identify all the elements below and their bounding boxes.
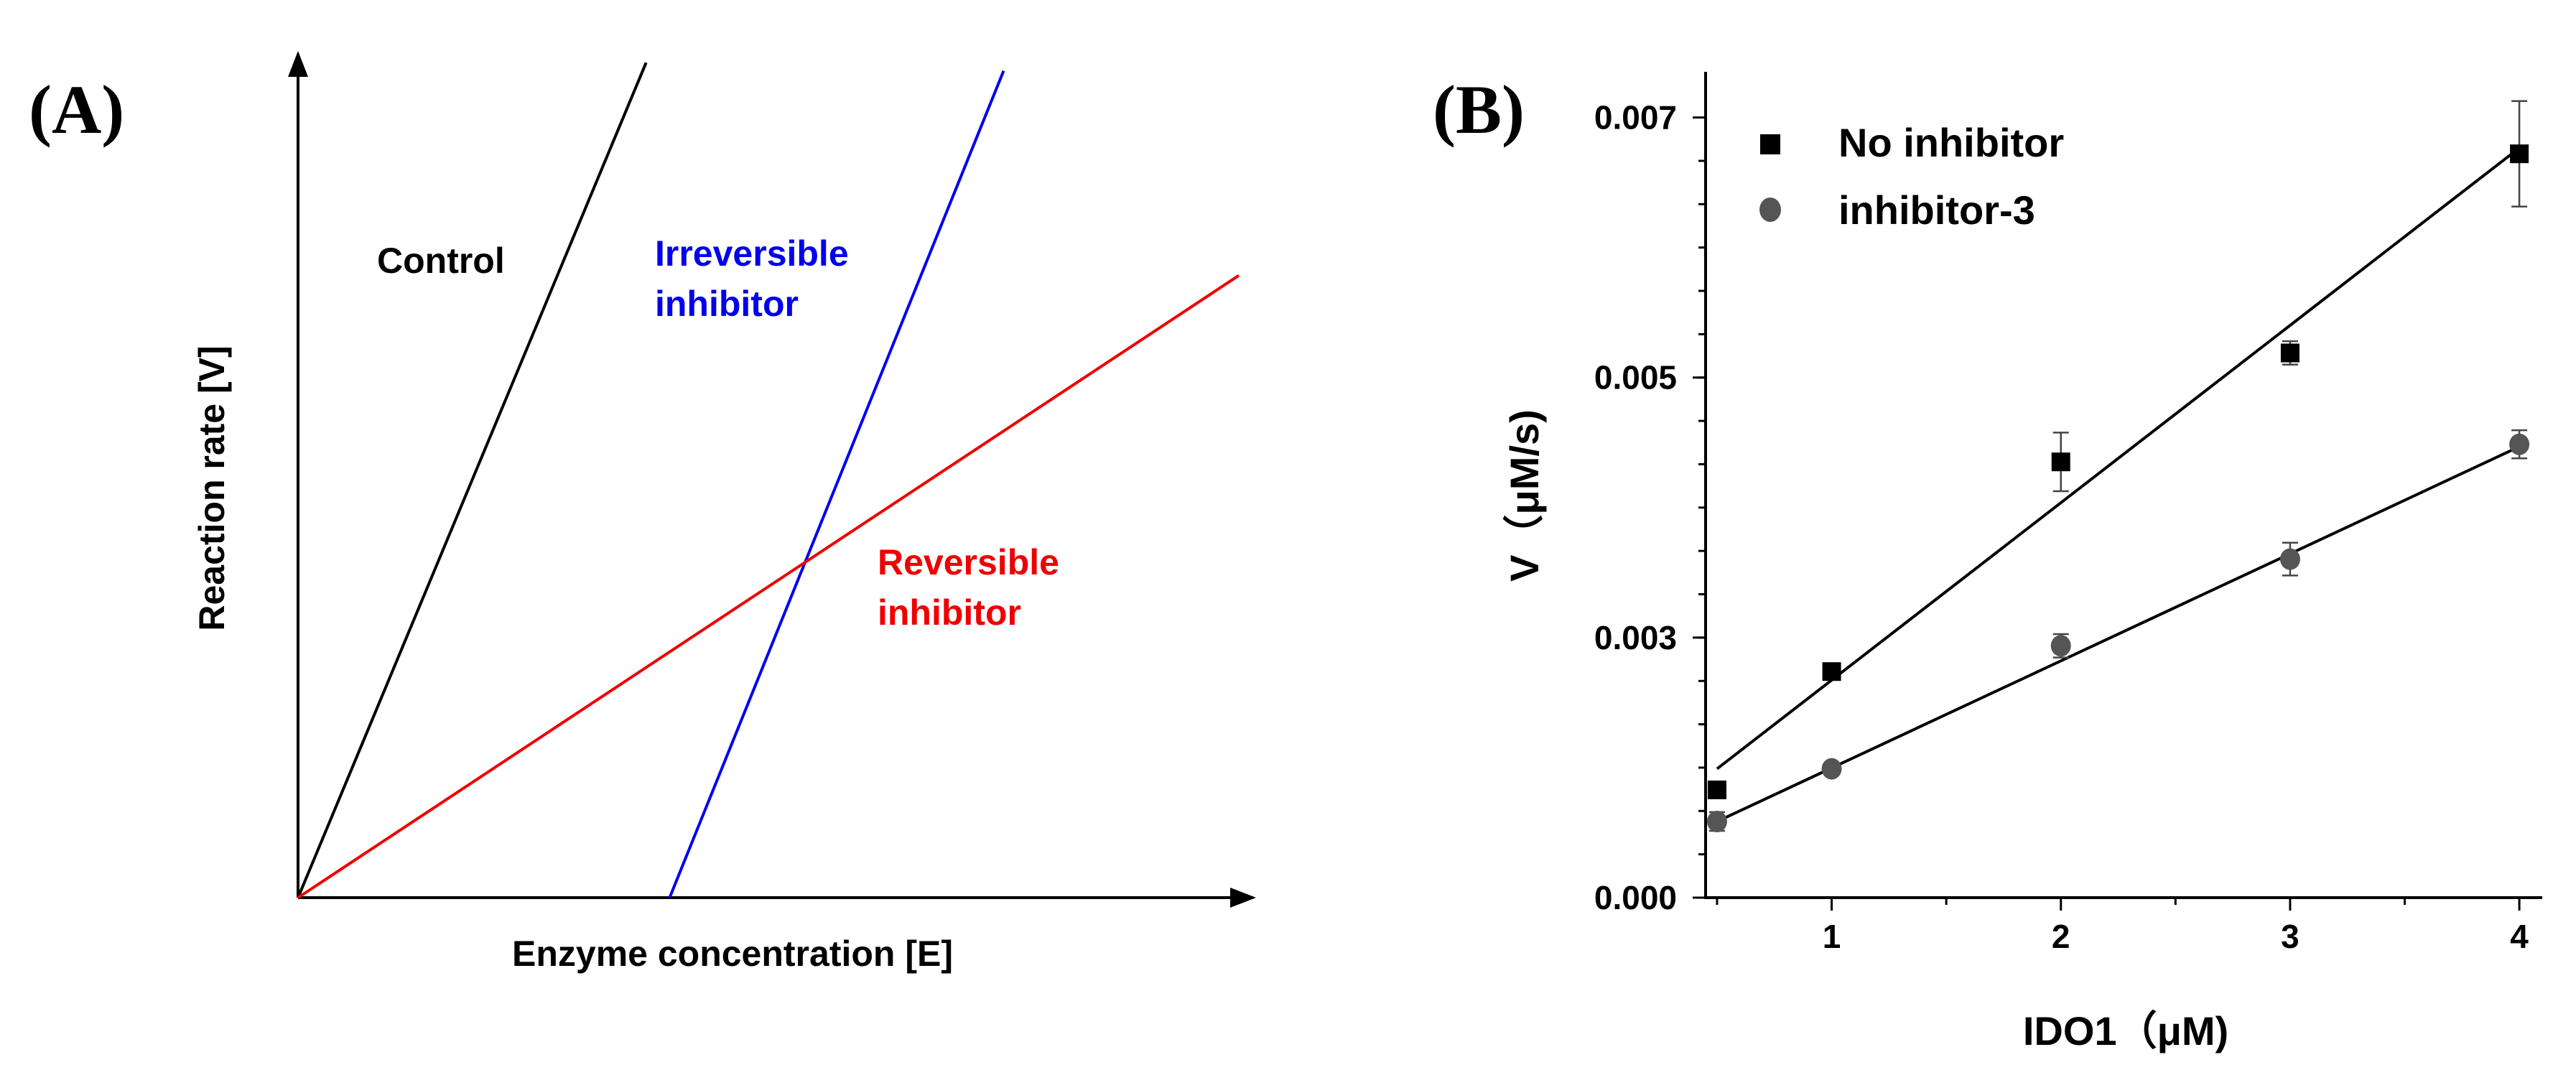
y-tick-label-0.005: 0.005 bbox=[1594, 359, 1677, 396]
panel-b-legend: No inhibitor inhibitor-3 bbox=[1759, 120, 2064, 233]
x-tick-label-3: 3 bbox=[2281, 918, 2300, 955]
panel-a-annotation-irreversible: Irreversible bbox=[655, 233, 849, 274]
data-point-no-inhibitor bbox=[2510, 144, 2529, 164]
panel-b-y-axis-label: V（μM/s) bbox=[1502, 409, 1547, 582]
data-point-no-inhibitor bbox=[2280, 343, 2300, 363]
data-point-no-inhibitor bbox=[1707, 780, 1726, 799]
panel-a-annotation-reversible-line2: inhibitor bbox=[878, 592, 1021, 633]
fit-line-no-inhibitor bbox=[1716, 146, 2521, 771]
legend-label-inhibitor-3: inhibitor-3 bbox=[1838, 187, 2035, 233]
data-point-inhibitor-3 bbox=[2279, 548, 2300, 570]
panel-b-x-axis-label: IDO1（μM) bbox=[2023, 1008, 2228, 1053]
y-tick-label-0.003: 0.003 bbox=[1594, 619, 1677, 656]
panel-a-y-axis-label: Reaction rate [V] bbox=[192, 345, 232, 631]
legend-marker-no-inhibitor bbox=[1760, 134, 1780, 154]
legend-marker-inhibitor-3 bbox=[1759, 197, 1781, 222]
y-tick-label-0.007: 0.007 bbox=[1594, 99, 1677, 136]
data-point-inhibitor-3 bbox=[2050, 635, 2071, 657]
panel-a-annotation-reversible: Reversible bbox=[878, 542, 1059, 582]
y-tick-label-0.000: 0.000 bbox=[1594, 879, 1677, 916]
panel-a-line-reversible-inhibitor bbox=[297, 274, 1240, 899]
panel-a-x-axis-label: Enzyme concentration [E] bbox=[512, 934, 953, 974]
data-point-inhibitor-3 bbox=[1706, 810, 1727, 832]
data-point-no-inhibitor bbox=[1822, 662, 1841, 681]
x-tick-label-4: 4 bbox=[2510, 918, 2529, 955]
panel-a-annotation-irreversible-line2: inhibitor bbox=[655, 284, 799, 324]
panel-a-annotation-control: Control bbox=[377, 241, 505, 281]
panel-a-label: (A) bbox=[29, 71, 124, 148]
legend-label-no-inhibitor: No inhibitor bbox=[1838, 120, 2064, 165]
panel-a: (A) Control Irreversible inhibitor Rever… bbox=[29, 51, 1256, 974]
x-tick-label-1: 1 bbox=[1823, 918, 1841, 955]
panel-a-line-irreversible-inhibitor bbox=[668, 70, 1005, 898]
fit-line-inhibitor-3 bbox=[1716, 445, 2520, 823]
panel-b-label: (B) bbox=[1433, 71, 1525, 148]
x-tick-label-2: 2 bbox=[2052, 918, 2070, 955]
panel-a-line-control bbox=[297, 62, 648, 898]
data-point-inhibitor-3 bbox=[2509, 433, 2530, 455]
data-point-inhibitor-3 bbox=[1821, 758, 1842, 780]
panel-b: (B) 1 2 3 4 0.000 0.003 0.005 0.007 No inhibito… bbox=[1433, 71, 2542, 1053]
data-point-no-inhibitor bbox=[2051, 452, 2070, 472]
